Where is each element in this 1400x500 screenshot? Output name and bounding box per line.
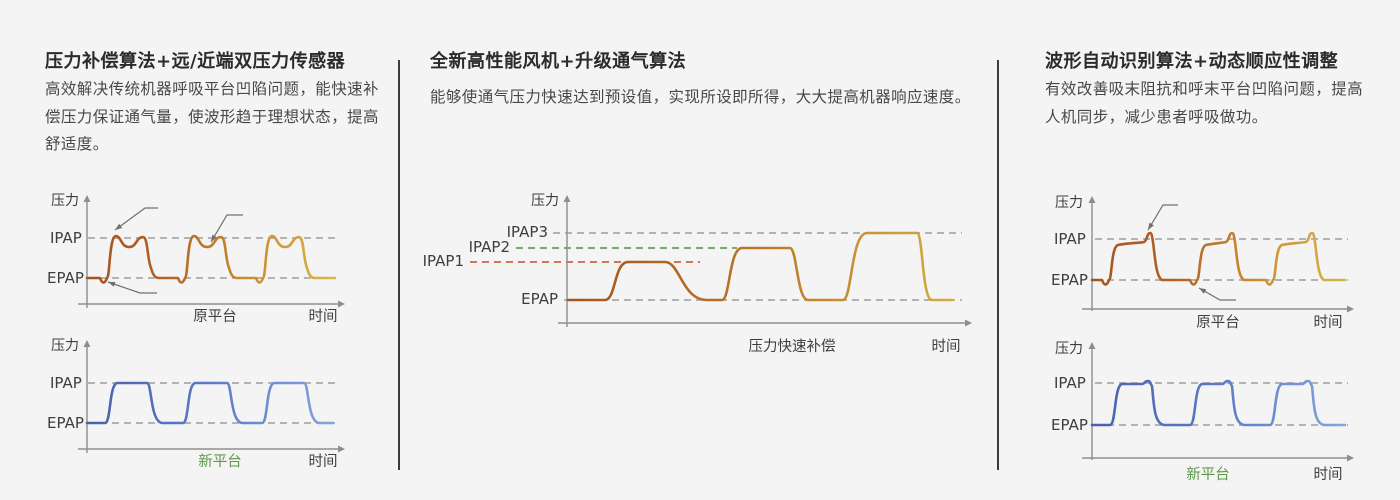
svg-text:新平台: 新平台 — [1186, 466, 1230, 483]
column1-description: 高效解决传统机器呼吸平台凹陷问题，能快速补偿压力保证通气量，使波形趋于理想状态，… — [45, 80, 379, 154]
column3-title: 波形自动识别算法+动态顺应性调整 — [1045, 51, 1339, 72]
svg-text:原平台: 原平台 — [193, 308, 237, 325]
column2-title: 全新高性能风机+升级通气算法 — [430, 51, 687, 72]
divider-1 — [398, 60, 400, 470]
svg-text:时间: 时间 — [309, 453, 338, 470]
svg-text:IPAP3: IPAP3 — [507, 223, 548, 241]
svg-text:新平台: 新平台 — [198, 453, 242, 470]
column1-title: 压力补偿算法+远/近端双压力传感器 — [45, 51, 346, 72]
svg-text:EPAP: EPAP — [47, 269, 84, 287]
svg-text:EPAP: EPAP — [521, 290, 558, 308]
svg-text:IPAP: IPAP — [50, 374, 82, 392]
svg-text:压力: 压力 — [51, 193, 79, 209]
svg-text:压力快速补偿: 压力快速补偿 — [749, 338, 836, 355]
svg-text:压力: 压力 — [1055, 341, 1083, 357]
divider-2 — [997, 60, 999, 470]
svg-text:IPAP: IPAP — [1054, 374, 1086, 392]
svg-text:压力: 压力 — [51, 338, 79, 354]
svg-text:IPAP1: IPAP1 — [423, 252, 464, 270]
chart-fast-pressure-compensation: 压力 IPAP3 IPAP2 IPAP1 EPAP 压力快速补偿 时间 — [420, 190, 980, 360]
svg-text:IPAP: IPAP — [50, 229, 82, 247]
svg-text:压力: 压力 — [1055, 195, 1083, 211]
svg-text:IPAP2: IPAP2 — [469, 238, 510, 256]
svg-text:压力: 压力 — [531, 193, 559, 209]
chart-old-platform-left: 压力 IPAP EPAP 原平台 时间 — [45, 190, 360, 340]
column3-description: 有效改善吸末阻抗和呼末平台凹陷问题，提高人机同步，减少患者呼吸做功。 — [1045, 80, 1364, 126]
svg-text:时间: 时间 — [1314, 314, 1343, 331]
svg-text:时间: 时间 — [932, 338, 961, 355]
svg-text:IPAP: IPAP — [1054, 230, 1086, 248]
chart-new-platform-left: 压力 IPAP EPAP 新平台 时间 — [45, 335, 360, 485]
column2-description: 能够使通气压力快速达到预设值，实现所设即所得，大大提高机器响应速度。 — [430, 88, 971, 106]
svg-text:原平台: 原平台 — [1196, 314, 1240, 331]
svg-text:时间: 时间 — [1314, 466, 1343, 483]
chart-old-platform-right: 压力 IPAP EPAP 原平台 时间 — [1040, 185, 1370, 340]
svg-text:EPAP: EPAP — [1051, 416, 1088, 434]
svg-text:EPAP: EPAP — [47, 414, 84, 432]
svg-text:时间: 时间 — [309, 308, 338, 325]
svg-text:EPAP: EPAP — [1051, 271, 1088, 289]
chart-new-platform-right: 压力 IPAP EPAP 新平台 时间 — [1040, 330, 1370, 490]
